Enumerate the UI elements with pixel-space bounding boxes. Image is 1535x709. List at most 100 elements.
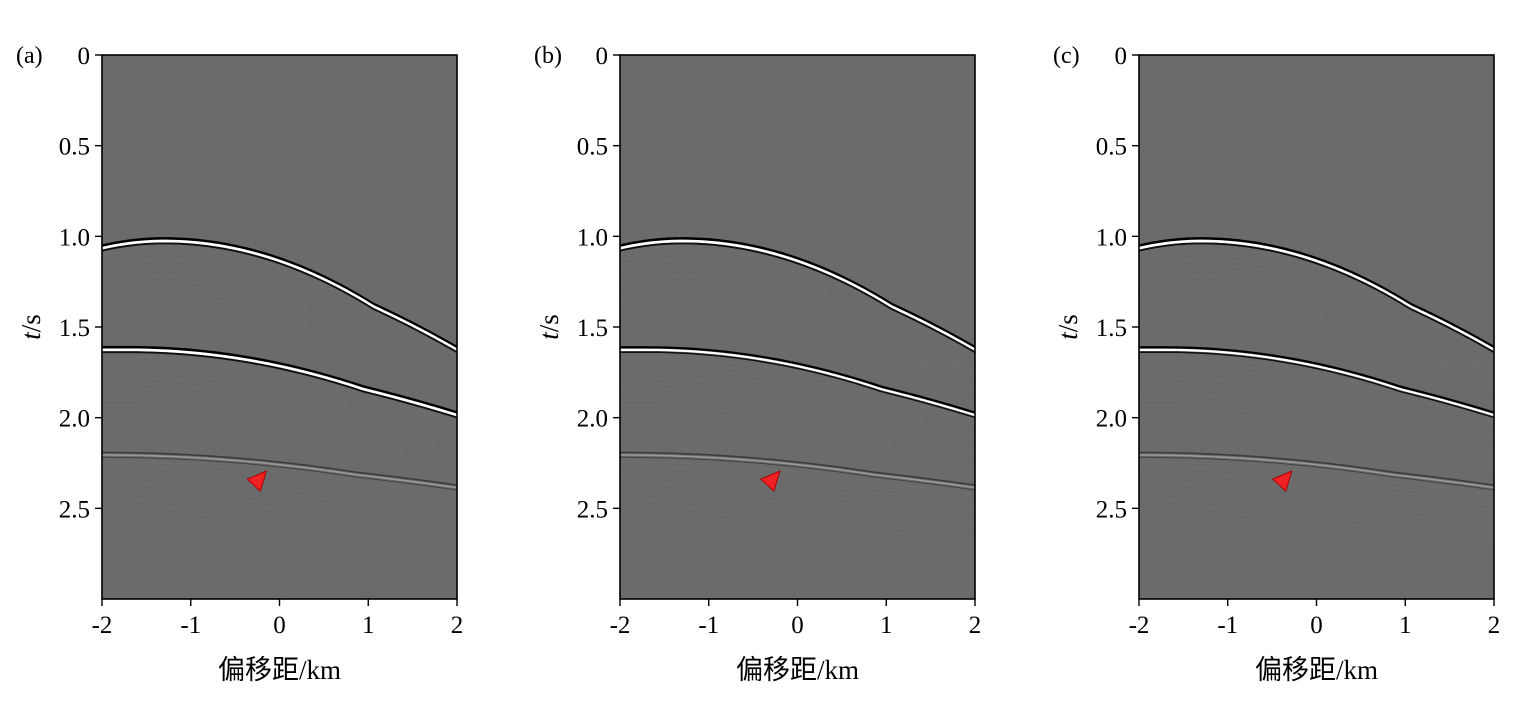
event-texture-line	[102, 296, 457, 407]
reflection-event-2-peak	[102, 348, 457, 417]
reflection-event-1-sidelobe	[620, 242, 975, 354]
event-texture-line	[620, 264, 975, 374]
y-axis-title: t/s	[16, 314, 46, 340]
seismic-image	[102, 237, 457, 545]
event-texture-line	[620, 247, 975, 358]
panel-c: 0 0.5 1.0 1.5 2.0 2.5 -2 -1 0 1 2 (c) 偏移距/km t/s	[1053, 43, 1500, 685]
x-tick-label: 1	[1399, 612, 1412, 639]
y-tick-label: 1.0	[1096, 224, 1127, 251]
reflection-event-3-peak	[102, 454, 457, 489]
event-texture-line	[620, 381, 975, 448]
y-tick-label: 1.5	[577, 315, 608, 342]
reflection-event-2-sidelobe	[620, 351, 975, 419]
reflection-event-1-sidelobe	[1139, 242, 1494, 354]
x-axis-title: 偏移距/km	[736, 655, 859, 685]
x-tick-label: -2	[1129, 612, 1150, 639]
event-texture-line	[1139, 364, 1494, 431]
panel-label: (b)	[534, 43, 562, 69]
x-tick-label: 1	[362, 612, 375, 639]
y-tick-label: 2.0	[577, 406, 608, 433]
reflection-event-1-sidelobe	[102, 242, 457, 354]
y-tick-label: 0.5	[1096, 134, 1127, 161]
panel-a: 0 0.5 1.0 1.5 2.0 2.5 -2 -1 0 1 2 (a) 偏移距/km t/s	[16, 43, 463, 685]
seismic-image-background	[102, 55, 457, 599]
event-texture-line	[620, 389, 975, 456]
event-texture-line	[620, 502, 975, 536]
reflection-event-2-trough	[1139, 346, 1494, 414]
y-tick-label: 2.5	[577, 496, 608, 523]
seismic-image	[1139, 237, 1494, 545]
event-texture-line	[102, 280, 457, 390]
x-tick-label: 0	[791, 612, 804, 639]
event-texture-line	[102, 502, 457, 536]
reflection-event-2-sidelobe	[1139, 351, 1494, 419]
event-texture-line	[102, 356, 457, 423]
reflection-event-3-trough	[102, 451, 457, 486]
event-texture-line	[1139, 397, 1494, 464]
x-tick-label: -2	[610, 612, 631, 639]
event-texture-line	[1139, 255, 1494, 366]
y-axis-title-symbol: t	[1053, 331, 1083, 340]
x-tick-label: -1	[698, 612, 719, 639]
event-texture-line	[1139, 264, 1494, 374]
y-tick-label: 1.0	[577, 224, 608, 251]
reflection-event-3-peak	[1139, 454, 1494, 489]
reflection-event-3-sidelobe	[102, 456, 457, 491]
y-tick-label: 1.5	[1096, 315, 1127, 342]
reflection-event-2-peak	[620, 348, 975, 417]
reflection-event-1-peak	[1139, 239, 1494, 352]
event-texture-line	[620, 364, 975, 431]
event-texture-line	[1139, 280, 1494, 390]
y-axis-title-symbol: t	[534, 331, 564, 340]
event-texture-line	[102, 478, 457, 512]
x-tick-label: -1	[180, 612, 201, 639]
y-axis-title-unit: /s	[16, 314, 46, 332]
event-texture-line	[1139, 461, 1494, 496]
y-tick-label: 2.0	[59, 406, 90, 433]
event-texture-line	[620, 272, 975, 382]
event-texture-line	[620, 255, 975, 366]
x-tick-label: 1	[880, 612, 893, 639]
event-texture-line	[1139, 372, 1494, 439]
y-axis-title: t/s	[1053, 314, 1083, 340]
reflection-event-1-trough	[620, 237, 975, 349]
event-texture-line	[1139, 405, 1494, 472]
panel-label: (a)	[16, 43, 43, 69]
y-tick-label: 2.5	[1096, 496, 1127, 523]
event-texture-line	[620, 372, 975, 439]
event-texture-line	[620, 296, 975, 407]
y-tick-label: 0.5	[59, 134, 90, 161]
y-tick-label: 0	[596, 43, 609, 70]
event-texture-line	[102, 389, 457, 456]
x-tick-label: -1	[1217, 612, 1238, 639]
event-texture-line	[1139, 272, 1494, 382]
event-texture-line	[102, 461, 457, 496]
reflection-event-3-sidelobe	[620, 456, 975, 491]
y-axis-title-symbol: t	[16, 331, 46, 340]
reflection-event-1-peak	[102, 239, 457, 352]
event-texture-line	[620, 478, 975, 512]
y-tick-label: 0.5	[577, 134, 608, 161]
seismic-image-background	[620, 55, 975, 599]
x-axis-title: 偏移距/km	[1255, 655, 1378, 685]
reflection-event-1-trough	[102, 237, 457, 349]
reflection-event-3-peak	[620, 454, 975, 489]
reflection-event-2-peak	[1139, 348, 1494, 417]
event-texture-line	[102, 405, 457, 472]
event-texture-line	[102, 486, 457, 520]
panel-label: (c)	[1053, 43, 1080, 69]
event-texture-line	[620, 510, 975, 545]
event-texture-line	[102, 288, 457, 399]
event-texture-line	[102, 494, 457, 528]
event-texture-line	[1139, 494, 1494, 528]
y-tick-label: 0	[78, 43, 91, 70]
event-texture-line	[102, 469, 457, 504]
reflection-event-3-trough	[620, 451, 975, 486]
event-texture-line	[620, 280, 975, 390]
event-texture-line	[102, 264, 457, 374]
reflection-event-2-trough	[620, 346, 975, 414]
reflection-event-1-trough	[1139, 237, 1494, 349]
event-texture-line	[1139, 288, 1494, 399]
event-texture-line	[102, 372, 457, 439]
panel-b: 0 0.5 1.0 1.5 2.0 2.5 -2 -1 0 1 2 (b) 偏移距/km t/s	[534, 43, 981, 685]
